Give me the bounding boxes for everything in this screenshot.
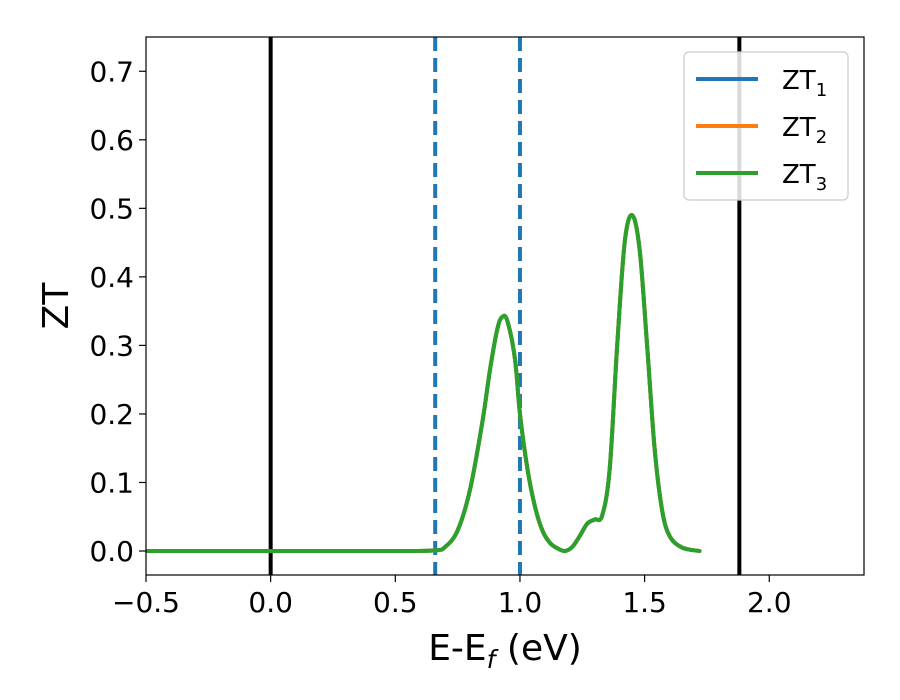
y-tick-label-4: 0.4 [89, 261, 134, 294]
legend-label-2: ZT2 [782, 113, 827, 148]
axes: −0.5 0.0 0.5 1.0 1.5 2.0 0.0 0.1 0.2 0.3 0.4 0.5 0.6… [36, 36, 865, 674]
y-tick-label-0: 0.0 [89, 535, 134, 568]
axes-frame [145, 36, 865, 576]
plot-inner [146, 37, 742, 575]
x-tick-label-4: 1.5 [622, 586, 667, 619]
y-tick-label-5: 0.5 [89, 192, 134, 225]
legend-label-3: ZT3 [782, 160, 827, 195]
series-line-3 [146, 213, 702, 554]
y-tick-label-1: 0.1 [89, 466, 134, 499]
legend-label-1: ZT1 [782, 66, 827, 101]
legend-box [683, 51, 849, 201]
plot-area [146, 37, 742, 575]
x-tick-label-5: 2.0 [747, 586, 792, 619]
x-tick-label-3: 1.0 [498, 586, 543, 619]
legend: ZT1 ZT2 ZT3 [683, 51, 849, 201]
y-tick-label-3: 0.3 [89, 329, 134, 362]
x-tick-label-2: 0.5 [373, 586, 418, 619]
y-tick-label-2: 0.2 [89, 398, 134, 431]
x-axis-label: E-Ef (eV) [428, 628, 582, 674]
x-tick-label-1: 0.0 [248, 586, 293, 619]
y-tick-label-6: 0.6 [89, 124, 134, 157]
y-tick-label-7: 0.7 [89, 55, 134, 88]
x-tick-label-0: −0.5 [112, 586, 180, 619]
y-axis-label: ZT [36, 282, 77, 330]
